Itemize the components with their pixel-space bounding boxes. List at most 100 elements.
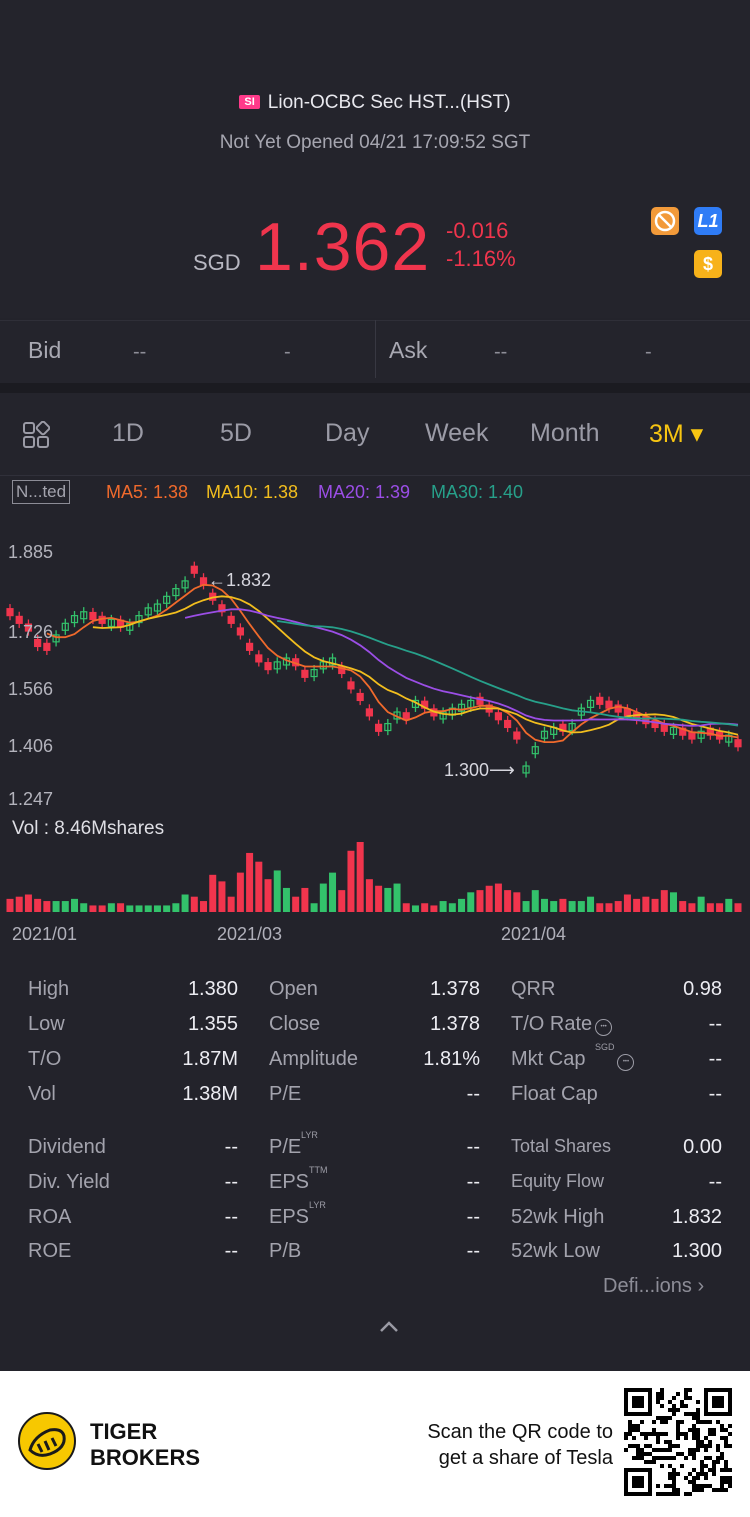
qr-module — [632, 1396, 636, 1400]
tab-1d[interactable]: 1D — [112, 419, 144, 447]
candle-body — [172, 588, 180, 597]
definitions-link[interactable]: Defi...ions › — [603, 1275, 705, 1297]
qr-module — [640, 1448, 644, 1452]
qr-module — [624, 1492, 628, 1496]
qr-module — [684, 1396, 688, 1400]
volume-bar — [255, 861, 263, 912]
qr-module — [668, 1484, 672, 1488]
adjust-mode-toggle[interactable]: N...ted — [12, 480, 71, 504]
volume-bar — [642, 896, 650, 912]
qr-module — [728, 1392, 732, 1396]
qr-module — [640, 1452, 644, 1456]
qr-module — [640, 1400, 644, 1404]
qr-module — [728, 1432, 732, 1436]
stat-label: P/E — [269, 1136, 302, 1158]
qr-module — [648, 1392, 652, 1396]
stock-title-row[interactable]: SI Lion-OCBC Sec HST...(HST) — [0, 92, 750, 114]
qr-module — [628, 1412, 632, 1416]
qr-module — [636, 1484, 640, 1488]
volume-bar — [504, 890, 512, 912]
y-tick: 1.726 — [8, 622, 54, 642]
qr-module — [704, 1404, 708, 1408]
last-price: 1.362 — [255, 209, 431, 285]
stat-label: Dividend — [28, 1136, 106, 1158]
qr-module — [704, 1444, 708, 1448]
stat-value: -- — [224, 1240, 238, 1262]
stat-label: High — [28, 978, 70, 1000]
info-icon[interactable]: ••• — [595, 1019, 613, 1036]
ma20-line — [184, 608, 739, 727]
qr-module — [660, 1420, 664, 1424]
tab-3m[interactable]: 3M ▾ — [649, 420, 704, 448]
qr-module — [696, 1432, 700, 1436]
candle-body — [190, 565, 198, 574]
y-tick: 1.247 — [8, 789, 54, 809]
qr-module — [672, 1484, 676, 1488]
stat-value: -- — [224, 1171, 238, 1193]
stat-value: 1.87M — [182, 1048, 238, 1070]
stat-label: P/B — [269, 1240, 302, 1262]
volume-bar — [246, 852, 254, 912]
candle-body — [245, 642, 254, 651]
qr-module — [636, 1388, 640, 1392]
qr-module — [640, 1468, 644, 1472]
qr-module — [676, 1452, 680, 1456]
qr-module — [624, 1388, 628, 1392]
qr-module — [688, 1448, 692, 1452]
candlestick-chart[interactable] — [0, 530, 750, 920]
qr-module — [624, 1408, 628, 1412]
volume-bar — [144, 905, 152, 912]
qr-module — [712, 1464, 716, 1468]
candle-body — [347, 681, 355, 690]
level1-icon[interactable]: L1 — [694, 207, 722, 235]
qr-module — [640, 1476, 644, 1480]
info-icon[interactable]: ••• — [617, 1054, 635, 1071]
qr-module — [704, 1396, 708, 1400]
qr-module — [728, 1400, 732, 1404]
qr-module — [696, 1476, 700, 1480]
qr-module — [696, 1472, 700, 1476]
candle-body — [301, 669, 309, 678]
qr-code[interactable] — [624, 1388, 732, 1496]
candle-body — [614, 704, 622, 713]
qr-module — [664, 1448, 668, 1452]
qr-module — [632, 1400, 636, 1404]
chevron-up-icon[interactable] — [378, 1320, 400, 1339]
qr-module — [708, 1484, 712, 1488]
qr-module — [712, 1468, 716, 1472]
y-tick: 1.406 — [8, 736, 54, 756]
qr-module — [716, 1456, 720, 1460]
tab-month[interactable]: Month — [530, 419, 600, 447]
qr-module — [712, 1460, 716, 1464]
qr-module — [684, 1412, 688, 1416]
volume-bar — [716, 903, 724, 912]
qr-module — [692, 1468, 696, 1472]
qr-module — [696, 1448, 700, 1452]
qr-module — [624, 1396, 628, 1400]
volume-bar — [61, 901, 69, 912]
candle-body — [227, 615, 235, 624]
candle-body — [586, 699, 595, 708]
no-shorting-icon[interactable] — [651, 207, 679, 235]
volume-bar — [135, 905, 143, 912]
qr-module — [664, 1492, 668, 1496]
stat-superscript: LYR — [301, 1130, 318, 1140]
qr-module — [696, 1444, 700, 1448]
ma30-label: MA30: 1.40 — [431, 482, 524, 502]
qr-module — [656, 1436, 660, 1440]
qr-module — [720, 1396, 724, 1400]
qr-module — [688, 1396, 692, 1400]
stat-label: Open — [269, 978, 318, 1000]
qr-module — [708, 1412, 712, 1416]
tab-day[interactable]: Day — [325, 419, 370, 447]
tab-5d[interactable]: 5D — [220, 419, 252, 447]
qr-module — [700, 1472, 704, 1476]
qr-module — [676, 1472, 680, 1476]
qr-module — [704, 1456, 708, 1460]
dollar-icon[interactable]: $ — [694, 250, 722, 278]
grid-layout-icon[interactable] — [22, 420, 51, 454]
candle-body — [34, 638, 42, 648]
qr-module — [628, 1432, 632, 1436]
tab-week[interactable]: Week — [425, 419, 489, 447]
qr-module — [648, 1408, 652, 1412]
